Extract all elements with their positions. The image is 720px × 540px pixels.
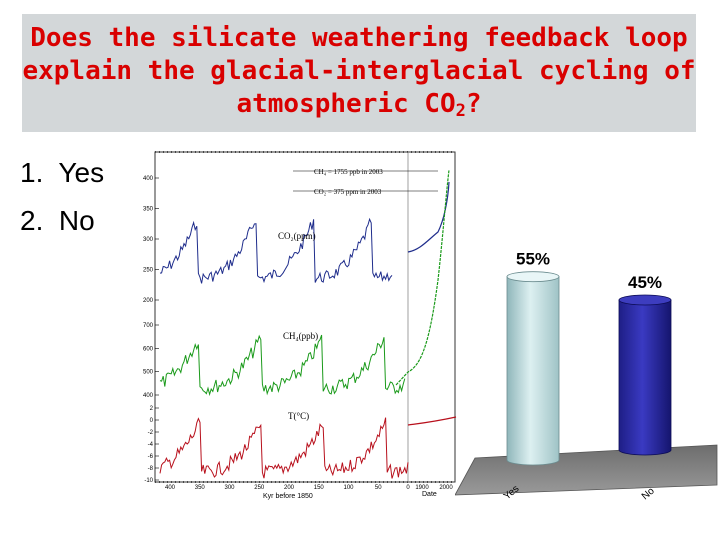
panel-tick-label: 600 <box>143 346 154 352</box>
panel-tick-labels: 400 350 300 250 200 700 600 500 400 2 0 -2 -4 -6 -8 -10 <box>143 176 159 484</box>
x-axis-ticks: 400 350 300 250 200 150 100 50 0 1900 2000 <box>165 485 453 491</box>
x-axis-label-recent: Date <box>422 491 437 498</box>
bar-body <box>618 299 672 456</box>
bar-value-label: 45% <box>628 273 662 292</box>
temperature-series-line <box>159 417 409 479</box>
bar-value-label: 55% <box>516 250 550 269</box>
title-text: Does the silicate weathering feedback lo… <box>22 23 696 119</box>
bar-yes[interactable] <box>506 271 560 466</box>
panel-tick-label: 400 <box>143 393 154 399</box>
x-tick-label: 100 <box>343 485 354 491</box>
x-tick-label: 50 <box>375 485 382 491</box>
co2-annotation: CO₂ = 375 ppm in 2003 <box>314 188 382 196</box>
x-axis-label: Kyr before 1850 <box>263 493 313 500</box>
answer-option-yes[interactable]: 1. Yes <box>20 152 104 200</box>
panel-labels: CO₂(ppm) CH₄(ppb) T(°C) <box>278 231 318 421</box>
bars-group <box>506 271 672 466</box>
x-tick-label: 0 <box>406 485 410 491</box>
ice-core-figure: 40035030025020070060050040020-2-4-6-8-10… <box>138 140 463 502</box>
x-tick-label: 350 <box>195 485 206 491</box>
x-tick-label: 250 <box>254 485 265 491</box>
value-labels-group: 55% 45% <box>516 250 662 292</box>
x-tick-label: 400 <box>165 485 176 491</box>
bar-top <box>506 271 560 283</box>
panel-tick-label: 400 <box>143 176 154 182</box>
chart-floor <box>455 444 718 496</box>
title-background <box>22 14 696 132</box>
x-tick-label-recent: 1900 <box>415 485 429 491</box>
panel-tick-label: 700 <box>143 323 154 329</box>
option-label: Yes <box>58 157 105 188</box>
panel-tick-label: 250 <box>143 268 154 274</box>
x-tick-label: 200 <box>284 485 295 491</box>
panel-tick-label: -10 <box>144 478 153 484</box>
slide-title: Does the silicate weathering feedback lo… <box>22 22 696 121</box>
title-question-mark: ? <box>465 89 482 119</box>
answer-options: 1. Yes 2. No <box>20 152 104 248</box>
x-tick-label-recent: 2000 <box>439 485 453 491</box>
co2-series-line <box>159 217 393 284</box>
panel-tick-label: 300 <box>143 237 154 243</box>
panel-tick-label: 350 <box>143 207 154 213</box>
panel-tick-label: -8 <box>148 466 154 472</box>
bar-body <box>506 276 560 466</box>
panel-label: T(°C) <box>288 411 309 421</box>
temperature-recent-line <box>407 416 457 426</box>
ch4-annotation: CH₄ = 1755 ppb in 2003 <box>314 168 383 176</box>
x-tick-label: 150 <box>314 485 325 491</box>
bar-top <box>618 294 672 306</box>
panel-tick-label: -4 <box>148 442 154 448</box>
title-subscript: 2 <box>455 101 466 121</box>
co2-recent-line <box>407 181 450 253</box>
option-number: 2. <box>20 205 44 236</box>
figure-frame <box>154 151 456 483</box>
panel-tick-label: -2 <box>148 430 154 436</box>
bar-no[interactable] <box>618 294 672 456</box>
panel-series <box>159 169 457 479</box>
panel-label: CH₄(ppb) <box>283 331 318 341</box>
panel-tick-label: 0 <box>150 418 154 424</box>
panel-tick-label: -6 <box>148 454 154 460</box>
x-tick-label: 300 <box>224 485 235 491</box>
response-bar-chart: 55%45% Yes No <box>455 250 718 502</box>
answer-option-no[interactable]: 2. No <box>20 200 104 248</box>
ch4-series-line <box>159 334 406 397</box>
panel-label: CO₂(ppm) <box>278 231 316 241</box>
panel-tick-label: 2 <box>150 406 154 412</box>
ch4-recent-line <box>395 169 450 386</box>
panel-tick-label: 200 <box>143 298 154 304</box>
option-label: No <box>58 205 95 236</box>
panel-tick-label: 500 <box>143 370 154 376</box>
option-number: 1. <box>20 157 44 188</box>
